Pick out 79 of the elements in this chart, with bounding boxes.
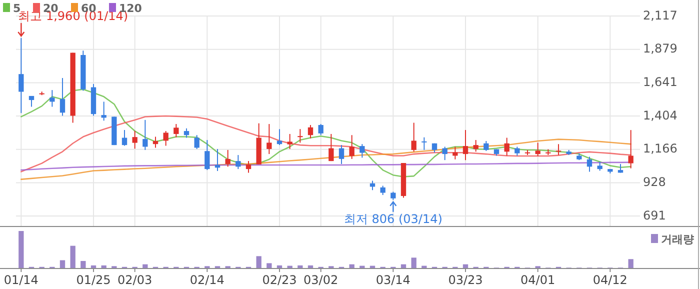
- candlestick: [266, 124, 272, 155]
- y-tick-label: 1,404: [643, 108, 678, 122]
- candlestick: [586, 156, 592, 172]
- line-series: [20, 88, 632, 178]
- candlestick: [504, 137, 510, 156]
- legend: 거래량: [651, 233, 694, 246]
- candlestick: [308, 124, 314, 139]
- candlestick: [422, 136, 427, 150]
- bar: [80, 260, 86, 268]
- bar: [276, 265, 282, 268]
- candlestick: [194, 134, 200, 150]
- candlestick: [462, 130, 468, 161]
- candlestick: [556, 144, 562, 156]
- candlestick: [360, 144, 365, 158]
- x-tick-label: 02/14: [190, 273, 224, 287]
- x-tick-label: 02/23: [262, 273, 297, 287]
- candlestick: [328, 133, 334, 162]
- bar: [18, 231, 24, 268]
- candlestick: [338, 144, 344, 164]
- candlestick: [411, 122, 416, 152]
- bar: [298, 265, 303, 268]
- x-tick-label: 02/03: [118, 273, 152, 287]
- candlestick: [132, 130, 138, 150]
- legend-label: 거래량: [661, 233, 694, 246]
- x-tick-label: 03/02: [304, 273, 338, 287]
- candlestick: [442, 146, 448, 161]
- annotation: 최저 806 (03/14): [344, 212, 442, 226]
- bar: [70, 246, 76, 268]
- candlestick: [246, 160, 252, 174]
- x-tick-label: 03/23: [448, 273, 483, 287]
- bar: [411, 258, 416, 268]
- candlestick: [298, 128, 303, 144]
- candlestick: [628, 130, 634, 169]
- x-tick-label: 04/01: [520, 273, 556, 287]
- candlestick: [276, 128, 282, 146]
- bar: [60, 260, 66, 268]
- bar: [266, 263, 272, 268]
- candlestick: [101, 101, 106, 122]
- x-tick-label: 03/14: [376, 273, 410, 287]
- bar: [462, 264, 468, 268]
- bar: [349, 264, 354, 268]
- candlestick: [184, 128, 190, 138]
- candlestick: [349, 134, 354, 160]
- candlestick: [484, 140, 489, 152]
- bar: [628, 259, 634, 268]
- candlestick: [174, 124, 179, 138]
- candlestick: [287, 133, 292, 150]
- candlestick: [204, 140, 210, 171]
- y-tick-label: 2,117: [643, 8, 678, 22]
- candlestick: [452, 146, 458, 160]
- x-tick-label: 04/12: [592, 273, 628, 287]
- candlestick: [225, 149, 230, 168]
- candlestick: [380, 185, 386, 196]
- bar: [90, 265, 96, 268]
- bar: [400, 264, 406, 268]
- legend-label: 5: [13, 2, 21, 15]
- candlestick: [60, 78, 66, 116]
- candlestick: [318, 124, 324, 136]
- x-tick-label: 01/14: [4, 273, 38, 287]
- candlestick: [50, 90, 55, 108]
- candlestick: [535, 142, 540, 156]
- y-tick-label: 1,166: [643, 142, 678, 156]
- bar: [308, 265, 314, 268]
- y-tick-label: 1,641: [643, 75, 678, 90]
- candlestick: [214, 148, 220, 172]
- y-tick-label: 691: [643, 208, 666, 222]
- candlestick: [163, 130, 168, 146]
- candlestick: [473, 140, 478, 152]
- bar: [101, 265, 106, 268]
- bar: [256, 256, 262, 268]
- candlestick: [236, 154, 241, 170]
- bar: [142, 264, 148, 268]
- candlestick: [122, 130, 128, 146]
- candlestick: [152, 136, 158, 148]
- y-tick-label: 928: [643, 175, 666, 190]
- y-tick-label: 1,879: [643, 42, 678, 56]
- line-series: [20, 138, 632, 180]
- x-tick-label: 01/25: [76, 273, 111, 287]
- candlestick: [142, 119, 148, 150]
